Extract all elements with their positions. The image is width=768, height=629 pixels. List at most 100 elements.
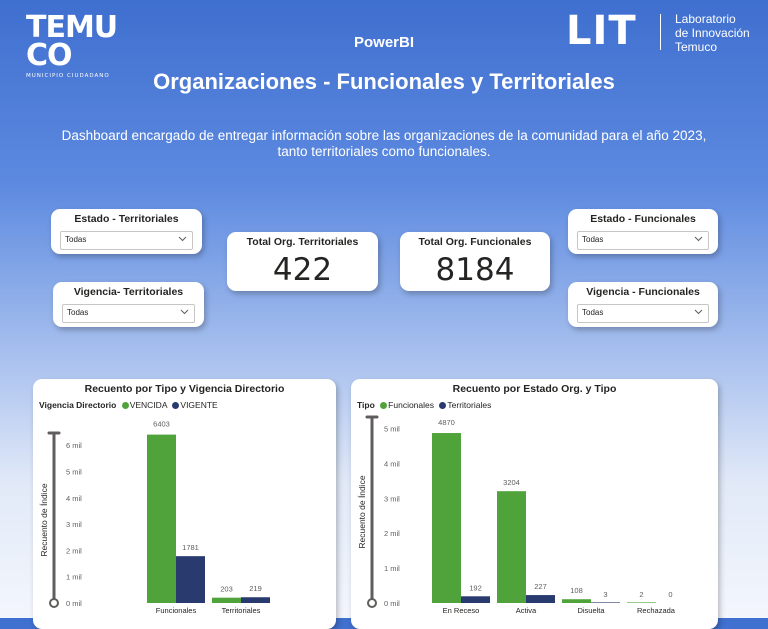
bar-territoriales-disuelta xyxy=(591,602,620,603)
y-tick-label: 4 mil xyxy=(384,459,400,468)
kpi-value: 422 xyxy=(272,252,333,288)
slicer-title: Vigencia - Funcionales xyxy=(586,286,700,298)
bar-vencida-funcionales xyxy=(147,434,176,603)
data-label: 192 xyxy=(469,583,482,592)
legend-item-territoriales[interactable]: Territoriales xyxy=(447,400,492,410)
y-tick-label: 2 mil xyxy=(384,529,400,538)
y-tick-label: 5 mil xyxy=(384,425,400,434)
chart-tipo-vigencia: Recuento por Tipo y Vigencia Directorio … xyxy=(33,379,336,629)
kpi-label: Total Org. Territoriales xyxy=(246,236,359,248)
chart-title: Recuento por Estado Org. y Tipo xyxy=(452,383,617,395)
data-label: 219 xyxy=(249,584,262,593)
temuco-logo-line1: TEMU xyxy=(26,10,118,45)
vigencia-funcionales-dropdown[interactable]: Todas xyxy=(577,304,709,323)
chevron-down-icon xyxy=(694,309,703,315)
legend-item-vencida[interactable]: VENCIDA xyxy=(129,400,168,410)
lit-line3: Temuco xyxy=(675,40,718,54)
y-tick-label: 0 mil xyxy=(66,599,82,608)
page-description: Dashboard encargado de entregar informac… xyxy=(61,128,707,159)
kpi-label: Total Org. Funcionales xyxy=(418,236,532,248)
bar-funcionales-activa xyxy=(497,491,526,603)
chevron-down-icon xyxy=(694,236,703,242)
legend-swatch-vigente xyxy=(172,402,180,409)
legend-item-funcionales[interactable]: Funcionales xyxy=(388,400,435,410)
chart-legend: Vigencia Directorio VENCIDA VIGENTE xyxy=(39,400,218,410)
lit-line1: Laboratorio xyxy=(675,12,736,26)
lit-logo: LIT xyxy=(566,8,637,54)
slicer-title: Estado - Funcionales xyxy=(590,213,696,225)
legend-swatch-territoriales xyxy=(439,402,447,409)
chevron-down-icon xyxy=(178,236,187,242)
x-tick-label: Activa xyxy=(516,606,537,615)
legend-title: Tipo xyxy=(357,400,375,410)
chart-plot: Recuento de Índice 0 mil 1 mil 2 mil 3 mil 4 … xyxy=(357,415,676,615)
data-label: 4870 xyxy=(438,418,455,427)
data-label: 6403 xyxy=(153,420,170,429)
lit-logo-divider xyxy=(660,14,661,50)
data-label: 227 xyxy=(534,582,547,591)
bar-funcionales-disuelta xyxy=(562,599,591,603)
x-tick-label: Funcionales xyxy=(156,606,197,615)
dropdown-value: Todas xyxy=(67,308,89,317)
bar-territoriales-en-receso xyxy=(461,596,490,603)
bar-funcionales-en-receso xyxy=(432,433,461,603)
bar-vencida-territoriales xyxy=(212,597,241,603)
dropdown-value: Todas xyxy=(65,235,87,244)
legend-item-vigente[interactable]: VIGENTE xyxy=(180,400,218,410)
slicer-title: Estado - Territoriales xyxy=(74,213,179,225)
slicer-vigencia-territoriales: Vigencia- Territoriales Todas xyxy=(53,282,204,327)
kpi-card-territoriales: Total Org. Territoriales 422 xyxy=(227,232,378,291)
chart-legend: Tipo Funcionales Territoriales xyxy=(357,400,491,410)
y-tick-label: 1 mil xyxy=(66,573,82,582)
y-tick-label: 0 mil xyxy=(384,599,400,608)
legend-swatch-funcionales xyxy=(380,402,388,409)
y-tick-label: 1 mil xyxy=(384,564,400,573)
bar-vigente-funcionales xyxy=(176,556,205,603)
y-tick-label: 5 mil xyxy=(66,468,82,477)
temuco-logo: TEMU CO MUNICIPIO CIUDADANO xyxy=(26,10,122,80)
temuco-logo-tagline: MUNICIPIO CIUDADANO xyxy=(26,73,110,79)
dropdown-value: Todas xyxy=(582,235,604,244)
y-tick-label: 4 mil xyxy=(66,494,82,503)
y-tick-label: 6 mil xyxy=(66,441,82,450)
data-label: 203 xyxy=(220,585,233,594)
x-tick-label: Territoriales xyxy=(222,606,261,615)
lit-line2: de Innovación xyxy=(675,26,750,40)
chart-estado-tipo: Recuento por Estado Org. y Tipo Tipo Fun… xyxy=(351,379,718,629)
y-axis-title: Recuento de Índice xyxy=(39,483,49,557)
slicer-estado-funcionales: Estado - Funcionales Todas xyxy=(568,209,718,254)
data-label: 3204 xyxy=(503,478,520,487)
chart-title: Recuento por Tipo y Vigencia Directorio xyxy=(84,383,285,395)
zoom-slider-handle xyxy=(49,598,59,608)
y-axis-title: Recuento de Índice xyxy=(357,475,367,549)
kpi-card-funcionales: Total Org. Funcionales 8184 xyxy=(400,232,550,291)
bar-vigente-territoriales xyxy=(241,597,270,603)
bar-territoriales-activa xyxy=(526,595,555,603)
powerbi-label: PowerBI xyxy=(353,34,414,51)
page-title: Organizaciones - Funcionales y Territori… xyxy=(153,69,615,94)
y-tick-label: 3 mil xyxy=(384,494,400,503)
estado-funcionales-dropdown[interactable]: Todas xyxy=(577,231,709,250)
estado-territoriales-dropdown[interactable]: Todas xyxy=(60,231,193,250)
data-label: 1781 xyxy=(182,543,199,552)
bar-funcionales-rechazada xyxy=(627,602,656,603)
y-tick-label: 2 mil xyxy=(66,546,82,555)
chart-plot: Recuento de Índice 0 mil 1 mil 2 mil 3 mil 4 … xyxy=(39,420,270,615)
slicer-vigencia-funcionales: Vigencia - Funcionales Todas xyxy=(568,282,718,327)
data-label: 2 xyxy=(639,590,643,599)
chevron-down-icon xyxy=(180,309,189,315)
temuco-logo-line2: CO xyxy=(26,38,73,73)
kpi-value: 8184 xyxy=(435,252,515,288)
lit-logo-text: Laboratorio de Innovación Temuco xyxy=(675,12,750,54)
data-label: 3 xyxy=(603,590,607,599)
vigencia-territoriales-dropdown[interactable]: Todas xyxy=(62,304,195,323)
data-label: 108 xyxy=(570,586,583,595)
x-tick-label: En Receso xyxy=(443,606,480,615)
data-label: 0 xyxy=(668,590,672,599)
x-tick-label: Disuelta xyxy=(577,606,605,615)
x-tick-label: Rechazada xyxy=(637,606,676,615)
legend-swatch-vencida xyxy=(121,402,129,409)
y-tick-label: 3 mil xyxy=(66,520,82,529)
slicer-title: Vigencia- Territoriales xyxy=(73,286,184,298)
slicer-estado-territoriales: Estado - Territoriales Todas xyxy=(51,209,202,254)
